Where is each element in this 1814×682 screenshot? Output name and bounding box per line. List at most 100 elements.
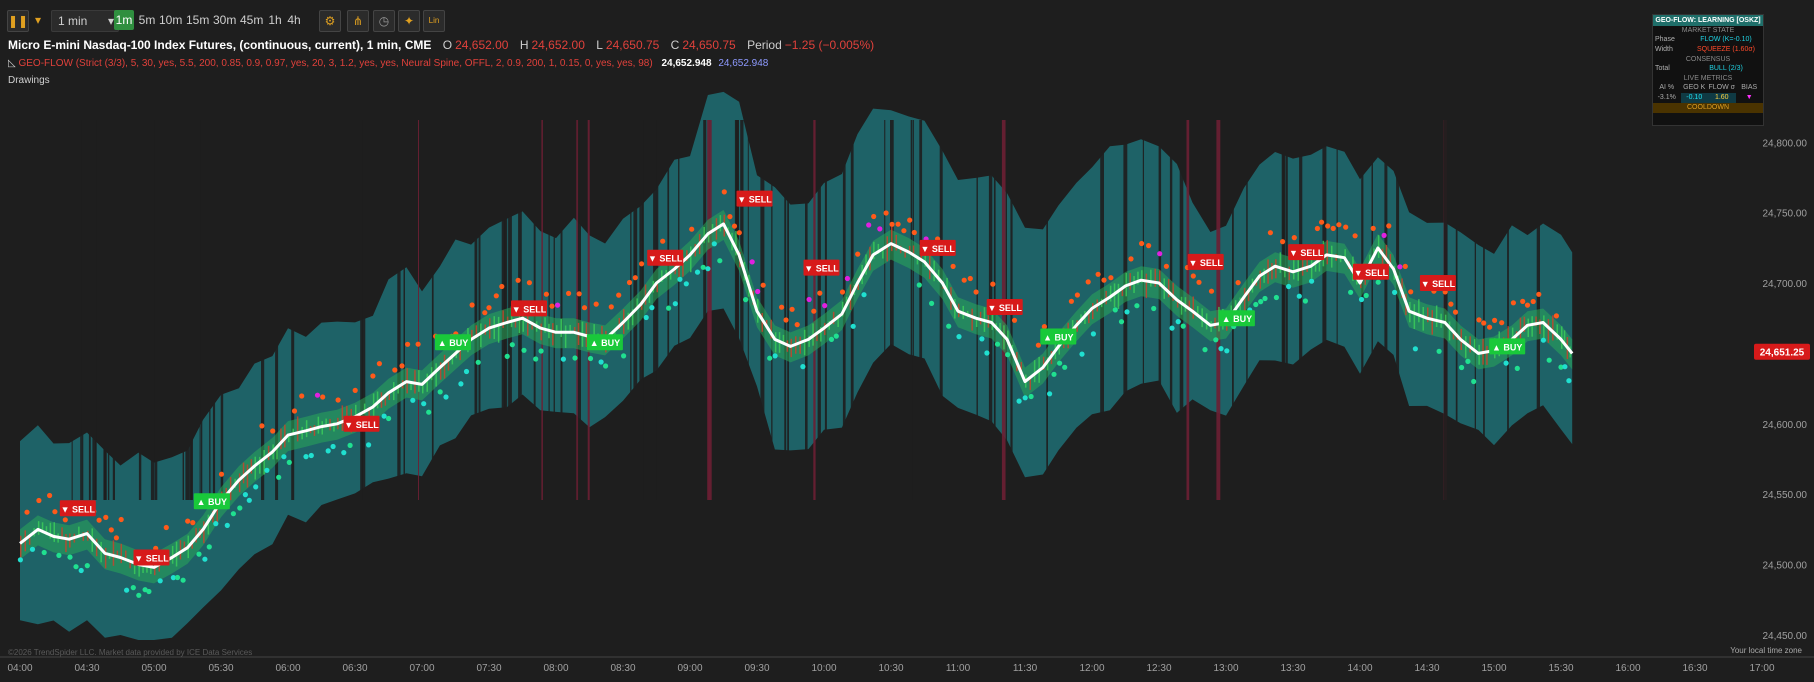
tab-interval-1h[interactable]: 1h [268, 13, 282, 27]
x-tick-label: 15:30 [1548, 663, 1573, 674]
candle [216, 499, 218, 526]
tab-interval-10m[interactable]: 10m [159, 13, 183, 27]
band-slit [362, 120, 366, 500]
candle [510, 306, 513, 328]
lin-scale-button[interactable]: Lin [423, 10, 445, 32]
signal-dot [994, 341, 1001, 347]
drawings-label[interactable]: Drawings [8, 75, 50, 86]
signal-dot [1157, 251, 1163, 257]
signal-dot [1101, 277, 1107, 283]
indicator-icon[interactable]: ⋔ [347, 10, 369, 32]
signal-dot [303, 454, 309, 460]
candle [674, 257, 676, 275]
candle [363, 403, 366, 415]
signal-dot [1235, 280, 1241, 286]
signal-box [919, 239, 956, 256]
indicator-params: GEO-FLOW (Strict (3/3), 5, 30, yes, 5.5,… [18, 58, 653, 69]
candle-type-icon[interactable]: ❚❚ [7, 10, 29, 32]
sell-signal: ▼ SELL [919, 239, 956, 256]
toolbar: ❚❚ ▾ 1 min ▾ 1m 5m 10m 15m 30m 45m 1h 4h… [0, 0, 1814, 38]
signal-dot [237, 505, 243, 511]
indicator-row[interactable]: ◺ GEO-FLOW (Strict (3/3), 5, 30, yes, 5.… [8, 58, 768, 69]
candle [341, 405, 344, 431]
tab-interval-5m[interactable]: 5m [138, 13, 156, 27]
chevron-down-icon[interactable]: ▾ [34, 13, 42, 27]
signal-dot [1503, 360, 1509, 366]
crosshair-icon[interactable]: ✦ [398, 10, 420, 32]
band-slit [138, 120, 142, 500]
band-slit [656, 120, 659, 500]
signal-dot [967, 275, 973, 282]
candle [78, 526, 80, 538]
candle [1389, 254, 1392, 268]
candle [1326, 240, 1328, 265]
signal-dot [1005, 352, 1011, 358]
band-slit [474, 120, 478, 500]
ohlc-high-label: H [519, 38, 529, 52]
signal-dot [113, 535, 119, 541]
sell-signal: ▼ SELL [1187, 253, 1224, 270]
signal-dot [41, 549, 47, 556]
signal-dot [587, 355, 594, 362]
candle [556, 325, 558, 333]
signal-dot [136, 592, 142, 598]
sell-signal: ▼ SELL [1288, 244, 1325, 261]
candle [1473, 339, 1476, 352]
candle [975, 319, 978, 327]
signal-dot [376, 361, 382, 367]
candle [1301, 253, 1304, 276]
signal-dot [1524, 302, 1531, 308]
signal-dot [206, 544, 212, 550]
signal-dot [1363, 292, 1369, 299]
x-tick-label: 04:00 [7, 663, 32, 674]
signal-dot [1459, 364, 1465, 371]
candle [1263, 268, 1265, 283]
x-tick-label: 09:30 [744, 663, 769, 674]
geo-flow-panel: GEO-FLOW: LEARNING [OSKZ] MARKET STATE P… [1652, 14, 1764, 126]
candle [573, 327, 576, 334]
timezone-label[interactable]: Your local time zone [1730, 646, 1802, 655]
band-slit [678, 120, 680, 500]
interval-select[interactable]: 1 min ▾ [51, 10, 119, 32]
band-slit [212, 120, 216, 500]
band-slit [200, 120, 203, 500]
candle [142, 563, 144, 573]
signal-dot [230, 511, 236, 517]
signal-dot [242, 492, 248, 498]
signal-dot [1492, 317, 1498, 323]
signal-dot [281, 454, 287, 460]
signal-dot [779, 304, 785, 310]
tab-interval-1m[interactable]: 1m [114, 10, 134, 30]
clock-icon[interactable]: ◷ [373, 10, 395, 32]
header-row: Micro E-mini Nasdaq-100 Index Futures, (… [8, 38, 874, 56]
candle [183, 541, 186, 551]
tab-interval-4h[interactable]: 4h [287, 13, 301, 27]
candle [933, 260, 935, 282]
signal-dot [1325, 223, 1331, 229]
signal-dot [185, 518, 191, 524]
band-slit [360, 120, 363, 500]
tab-interval-45m[interactable]: 45m [240, 13, 264, 27]
signal-box [133, 549, 170, 566]
tab-interval-30m[interactable]: 30m [213, 13, 237, 27]
candle [125, 550, 127, 561]
candle [761, 313, 763, 332]
signal-dot [721, 189, 727, 195]
signal-dot [677, 276, 683, 282]
signal-dot [811, 308, 817, 314]
candle [686, 250, 688, 262]
signal-dot [410, 397, 416, 403]
candle [1422, 307, 1424, 331]
signal-dot [415, 341, 421, 347]
candle [1531, 316, 1533, 337]
signal-dot [270, 428, 276, 434]
gear-icon[interactable]: ⚙ [319, 10, 341, 32]
signal-dot [1309, 278, 1315, 284]
signal-label: ▲ BUY [1492, 342, 1522, 352]
x-tick-label: 09:00 [677, 663, 702, 674]
band-slit [261, 120, 265, 500]
band-slit [1336, 120, 1338, 500]
signal-dot [538, 348, 544, 354]
tab-interval-15m[interactable]: 15m [186, 13, 210, 27]
